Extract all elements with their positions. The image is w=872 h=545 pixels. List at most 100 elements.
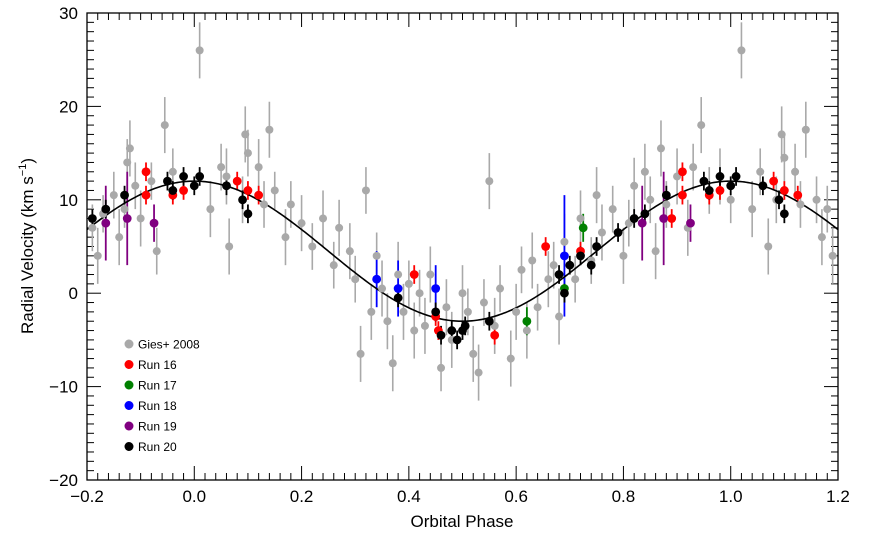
gies-2008-point (801, 125, 810, 134)
gies-2008-point (372, 251, 381, 260)
gies-2008-point (345, 247, 354, 256)
run-16-point (232, 176, 242, 186)
run-20-point (222, 181, 231, 191)
gies-2008-point (394, 270, 403, 279)
legend: Gies+ 2008 Run 16 Run 17 Run 18 Run 19 Run 20 (124, 338, 200, 454)
gies-2008-point (630, 181, 639, 190)
gies-2008-point (651, 247, 660, 256)
y-tick-label: −20 (49, 471, 78, 490)
y-axis-title: Radial Velocity (km s−1) (17, 158, 37, 334)
gies-2008-point (351, 275, 360, 284)
gies-2008-point (597, 228, 606, 237)
gies-2008-point (828, 251, 837, 260)
gies-2008-point (281, 233, 290, 242)
run-20-point (576, 251, 585, 261)
legend-marker (124, 339, 134, 349)
gies-2008-point (506, 354, 515, 363)
run-20-point (243, 209, 253, 219)
gies-2008-point (378, 284, 387, 293)
x-tick-label: 0.6 (504, 487, 528, 506)
run-20-point (431, 307, 441, 317)
gies-2008-point (517, 265, 526, 274)
legend-label: Run 17 (138, 379, 177, 393)
run-20-point (179, 172, 188, 181)
legend-label: Run 16 (138, 358, 177, 372)
gies-2008-point (367, 307, 376, 316)
run-16-point (678, 167, 687, 177)
gies-2008-point (195, 46, 204, 55)
gies-2008-point (512, 307, 521, 316)
gies-2008-point (270, 186, 279, 195)
run-20-point (629, 214, 639, 223)
run-20-point (554, 270, 564, 279)
gies-2008-point (555, 312, 564, 321)
orbital-fit-curve (86, 180, 839, 323)
gies-2008-point (125, 144, 134, 153)
gies-2008-point (415, 289, 424, 298)
y-tick-label: 30 (59, 4, 78, 23)
gies-2008-point (619, 251, 628, 260)
gies-2008-point (147, 177, 156, 186)
legend-marker (124, 360, 134, 369)
gies-2008-point (356, 349, 365, 358)
gies-2008-point (474, 368, 483, 377)
run-20-point (238, 195, 247, 205)
gies-2008-point (791, 167, 800, 176)
run-20-point (560, 288, 569, 298)
gies-2008-point (656, 144, 665, 153)
run-16-point (779, 186, 789, 195)
run-20-point (661, 190, 671, 200)
run-20-point (460, 321, 470, 331)
run-16-point (793, 190, 803, 200)
model-curve-group (86, 180, 839, 323)
gies-2008-point (383, 317, 392, 326)
gies-2008-point (756, 167, 765, 176)
legend-label: Run 19 (138, 420, 177, 434)
x-tick-label: 0.8 (612, 487, 636, 506)
gies-2008-point (485, 177, 494, 186)
run-18-point (372, 274, 382, 284)
legend-marker (124, 401, 134, 410)
run-18-point (560, 251, 569, 261)
gies-2008-point (361, 186, 370, 195)
y-axis-title-close: ) (18, 158, 37, 164)
x-tick-label: 0.2 (290, 487, 314, 506)
run-20-point (195, 172, 205, 181)
legend-label: Run 20 (138, 440, 177, 454)
run-16-point (141, 167, 151, 177)
x-tick-label: 1.2 (826, 487, 850, 506)
gies-2008-point (399, 307, 408, 316)
legend-marker (124, 380, 134, 390)
y-axis-title-exponent: −1 (17, 164, 29, 177)
run-20-point (452, 335, 462, 345)
gies-2008-point (777, 130, 786, 139)
gies-2008-point (206, 205, 215, 214)
gies-2008-point (823, 205, 832, 214)
gies-2008-point (225, 242, 234, 251)
x-tick-label: 0.4 (397, 487, 421, 506)
gies-2008-point (469, 349, 478, 358)
run-20-point (640, 209, 650, 219)
run-20-point (189, 181, 199, 191)
run-16-point (409, 270, 419, 279)
gies-2008-point (640, 167, 649, 176)
gies-2008-point (592, 191, 601, 200)
gies-2008-point (420, 321, 429, 330)
run-19-point (122, 214, 132, 223)
x-tick-label: −0.2 (70, 487, 104, 506)
gies-2008-point (93, 251, 102, 260)
run-18-point (431, 284, 441, 293)
run-17-point (522, 316, 532, 326)
run-20-point (592, 242, 602, 251)
gies-2008-point (726, 195, 735, 204)
run-20-point (613, 228, 623, 237)
run-20-point (704, 186, 714, 195)
gies-2008-point (817, 233, 826, 242)
run-20-point (586, 260, 596, 270)
run-20-point (758, 181, 768, 191)
gies-2008-point (737, 46, 746, 55)
gies-2008-point (265, 125, 274, 134)
run-20-point (715, 172, 725, 181)
gies-2008-point (689, 163, 698, 172)
